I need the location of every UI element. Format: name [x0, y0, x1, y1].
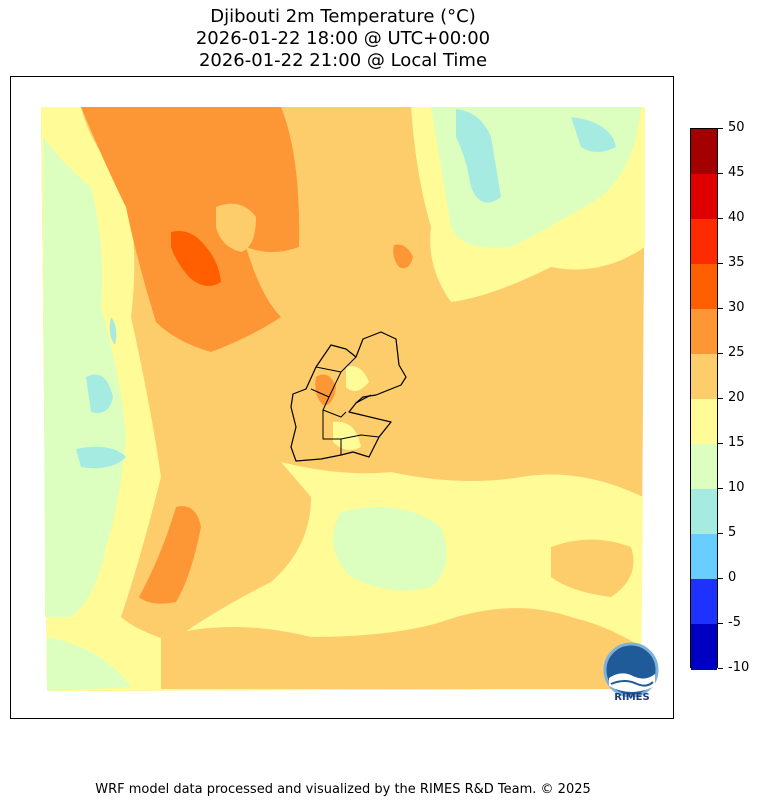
temperature-colorbar	[690, 128, 718, 670]
west-band-10-15	[43, 137, 126, 617]
south-patch-10-15	[333, 507, 447, 591]
djibouti-border	[290, 331, 407, 462]
footer-credit: WRF model data processed and visualized …	[95, 782, 591, 797]
djibouti-south-cool-patch	[333, 421, 361, 451]
djibouti-cool-patch	[346, 366, 369, 391]
colorbar-tick-label: 10	[718, 481, 759, 495]
ne-patch-5-10	[456, 109, 501, 203]
colorbar-segment	[691, 219, 717, 265]
sw-warm-25-30	[139, 506, 201, 604]
djibouti-region-lines	[310, 356, 380, 455]
title-line-2: 2026-01-22 18:00 @ UTC+00:00	[195, 28, 491, 49]
colorbar-segment	[691, 309, 717, 355]
colorbar-tick-label: 40	[718, 211, 759, 225]
map-panel	[10, 76, 674, 719]
rimes-logo-text: RIMES	[614, 692, 650, 703]
colorbar-segment	[691, 174, 717, 220]
colorbar-tick-label: 15	[718, 436, 759, 450]
west-patch-5-10-a	[86, 374, 113, 413]
colorbar-tick-label: 50	[718, 121, 759, 135]
plot-title: Djibouti 2m Temperature (°C) 2026-01-22 …	[0, 6, 686, 72]
se-warm-20-25	[551, 539, 634, 597]
colorbar-segment	[691, 264, 717, 310]
nw-hot-30-35	[171, 231, 221, 286]
nw-cool-patch-20-25	[216, 203, 256, 252]
colorbar-segment	[691, 399, 717, 445]
colorbar-tick-label: -10	[718, 661, 759, 675]
centre-warm-blob-25-30	[393, 244, 413, 269]
west-band-15-20	[41, 107, 311, 691]
colorbar-segment	[691, 579, 717, 625]
colorbar-segment	[691, 354, 717, 400]
nw-warm-25-30	[81, 107, 300, 352]
colorbar-tick-label: 5	[718, 526, 759, 540]
colorbar-tick-label: 20	[718, 391, 759, 405]
colorbar-tick-label: -5	[718, 616, 759, 630]
temperature-field-map	[41, 107, 645, 691]
colorbar-segment	[691, 534, 717, 580]
sw-corner-10-15	[47, 637, 131, 691]
colorbar-tick-label: 0	[718, 571, 759, 585]
title-line-1: Djibouti 2m Temperature (°C)	[210, 6, 476, 27]
west-patch-5-10-b	[76, 446, 126, 469]
colorbar-tick-label: 30	[718, 301, 759, 315]
rimes-logo-icon	[603, 642, 659, 698]
colorbar-segment	[691, 624, 717, 670]
colorbar-segment	[691, 129, 717, 175]
ne-patch-5-10-b	[571, 117, 616, 152]
djibouti-warm-patch	[315, 374, 336, 406]
colorbar-tick-label: 25	[718, 346, 759, 360]
colorbar-segment	[691, 489, 717, 535]
south-warm-20-25	[161, 608, 641, 689]
colorbar-tick-label: 35	[718, 256, 759, 270]
title-line-3: 2026-01-22 21:00 @ Local Time	[198, 50, 488, 71]
rimes-logo: RIMES	[601, 642, 663, 708]
colorbar-segment	[691, 444, 717, 490]
colorbar-tick-label: 45	[718, 166, 759, 180]
west-patch-5-10-c	[109, 317, 117, 345]
